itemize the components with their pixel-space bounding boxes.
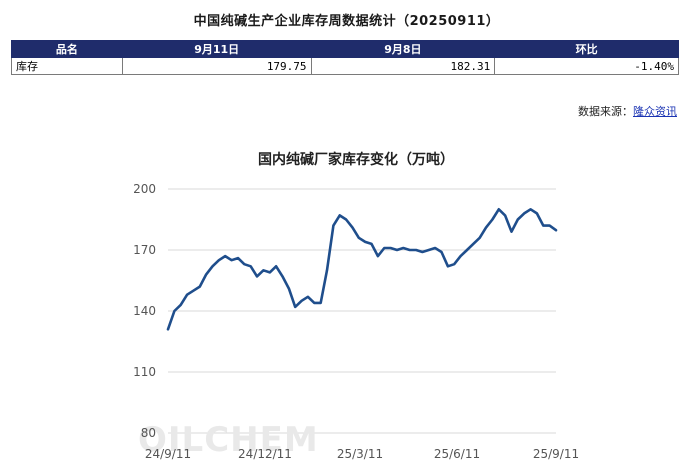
header-current-date: 9月11日 xyxy=(121,40,312,58)
source-link[interactable]: 隆众资讯 xyxy=(633,105,677,118)
watermark: OILCHEM xyxy=(138,420,319,460)
x-tick-label: 25/9/11 xyxy=(533,447,579,461)
y-tick-label: 80 xyxy=(141,426,156,440)
table-header-row: 品名 9月11日 9月8日 环比 xyxy=(11,40,679,58)
y-tick-label: 200 xyxy=(133,182,156,196)
cell-change-value: -1.40% xyxy=(494,57,679,75)
inventory-summary-table: 品名 9月11日 9月8日 环比 库存 179.75 182.31 -1.40% xyxy=(11,40,679,75)
cell-product-name: 库存 xyxy=(11,57,123,75)
report-title: 中国纯碱生产企业库存周数据统计（20250911） xyxy=(193,14,500,29)
x-tick-label: 25/3/11 xyxy=(337,447,383,461)
inventory-line-chart: 国内纯碱厂家库存变化（万吨） OILCHEM 80 110 140 170 200 24… xyxy=(133,151,579,461)
y-axis-ticks: 80 110 140 170 200 xyxy=(133,182,156,440)
x-tick-label: 24/9/11 xyxy=(145,447,191,461)
y-tick-label: 110 xyxy=(133,365,156,379)
cell-previous-value: 182.31 xyxy=(310,57,496,75)
header-product: 品名 xyxy=(11,40,123,58)
x-tick-label: 25/6/11 xyxy=(434,447,480,461)
table-row: 库存 179.75 182.31 -1.40% xyxy=(11,57,679,75)
cell-current-value: 179.75 xyxy=(121,57,312,75)
source-label: 数据来源： xyxy=(578,105,633,118)
series-line-inventory xyxy=(166,208,558,331)
grid-lines xyxy=(168,188,556,434)
header-previous-date: 9月8日 xyxy=(310,40,496,58)
y-tick-label: 170 xyxy=(133,243,156,257)
series-layer xyxy=(166,208,558,331)
x-axis-ticks: 24/9/11 24/12/11 25/3/11 25/6/11 25/9/11 xyxy=(145,447,579,461)
header-change: 环比 xyxy=(494,40,679,58)
y-tick-label: 140 xyxy=(133,304,156,318)
chart-title: 国内纯碱厂家库存变化（万吨） xyxy=(258,151,454,168)
x-tick-label: 24/12/11 xyxy=(238,447,292,461)
data-source: 数据来源：隆众资讯 xyxy=(578,103,677,119)
